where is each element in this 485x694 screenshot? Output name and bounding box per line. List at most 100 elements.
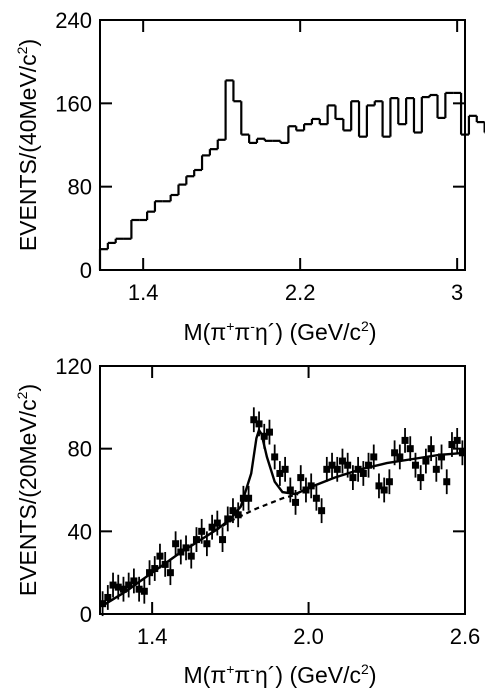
data-point	[187, 543, 195, 569]
data-point	[453, 428, 461, 453]
point-marker	[265, 428, 273, 436]
point-marker	[151, 565, 159, 573]
data-point	[234, 502, 242, 528]
scatter-x-tick-label: 2.0	[293, 624, 324, 649]
data-point	[260, 423, 268, 449]
point-marker	[239, 494, 247, 502]
point-marker	[411, 461, 419, 469]
scatter-y-tick-label: 120	[55, 354, 92, 379]
point-marker	[192, 536, 200, 544]
point-marker	[333, 465, 341, 473]
data-point	[302, 477, 310, 503]
data-point	[219, 527, 227, 552]
scatter-marks	[99, 407, 466, 617]
data-point	[271, 444, 279, 470]
data-point	[406, 436, 414, 462]
data-point	[438, 444, 446, 470]
data-point	[307, 473, 315, 499]
point-marker	[391, 449, 399, 457]
data-point	[239, 485, 247, 511]
data-point	[349, 465, 357, 490]
point-marker	[438, 453, 446, 461]
point-marker	[385, 478, 393, 486]
data-point	[422, 448, 430, 474]
histogram-y-tick-label: 80	[68, 175, 92, 200]
point-marker	[140, 587, 148, 595]
point-marker	[448, 441, 456, 449]
point-marker	[432, 465, 440, 473]
data-point	[192, 527, 200, 552]
data-point	[411, 452, 419, 478]
histogram-bars	[98, 79, 485, 270]
point-marker	[219, 536, 227, 544]
histogram-x-tick-label: 1.4	[128, 280, 159, 305]
data-point	[265, 419, 273, 445]
point-marker	[406, 445, 414, 453]
point-marker	[224, 515, 232, 523]
point-marker	[281, 465, 289, 473]
data-point	[318, 498, 326, 524]
point-marker	[380, 486, 388, 494]
data-point	[292, 490, 300, 515]
data-point	[177, 539, 185, 565]
point-marker	[365, 461, 373, 469]
point-marker	[260, 432, 268, 440]
scatter-y-tick-label: 0	[80, 602, 92, 627]
data-point	[245, 485, 253, 511]
data-point	[156, 543, 164, 569]
data-point	[417, 465, 425, 490]
data-point	[161, 552, 169, 577]
data-point	[281, 456, 289, 482]
scatter-panel: 1.4 2.0 2.6 0 40 80 120 EVENTS/(20MeV/c2) M(π+…	[14, 354, 480, 688]
data-point	[354, 456, 362, 482]
data-point	[135, 576, 143, 602]
point-marker	[344, 461, 352, 469]
point-marker	[198, 527, 206, 535]
data-point	[333, 456, 341, 482]
point-marker	[292, 498, 300, 506]
point-marker	[166, 569, 174, 577]
data-point	[401, 428, 409, 453]
data-point	[109, 572, 117, 598]
point-marker	[135, 585, 143, 593]
data-point	[385, 469, 393, 495]
point-marker	[396, 453, 404, 461]
data-point	[224, 506, 232, 532]
data-point	[370, 444, 378, 470]
point-marker	[125, 581, 133, 589]
data-point	[208, 514, 216, 540]
data-point	[458, 440, 466, 466]
point-marker	[312, 494, 320, 502]
data-point	[125, 572, 133, 598]
point-marker	[401, 436, 409, 444]
point-marker	[114, 583, 122, 591]
point-marker	[375, 482, 383, 490]
data-point	[114, 574, 122, 600]
scatter-x-tick-label: 1.4	[137, 624, 168, 649]
histogram-ticks	[100, 19, 465, 271]
data-point	[203, 531, 211, 557]
data-point	[182, 535, 190, 561]
point-marker	[458, 449, 466, 457]
histogram-y-tick-label: 240	[55, 8, 92, 33]
point-marker	[349, 474, 357, 482]
data-point	[375, 473, 383, 499]
data-point	[172, 531, 180, 557]
point-marker	[297, 474, 305, 482]
point-marker	[443, 478, 451, 486]
data-point	[151, 556, 159, 581]
histogram-frame	[99, 19, 466, 271]
data-point	[119, 576, 127, 602]
data-point	[99, 591, 107, 617]
point-marker	[417, 474, 425, 482]
point-marker	[104, 593, 112, 601]
point-marker	[354, 465, 362, 473]
data-point	[250, 407, 258, 433]
scatter-x-tick-label: 2.6	[450, 624, 481, 649]
point-marker	[213, 519, 221, 527]
data-point	[312, 485, 320, 511]
scatter-x-axis-title: M(π+π-η´) (GeV/c2)	[184, 661, 377, 688]
scatter-y-tick-label: 80	[68, 437, 92, 462]
histogram-x-tick-label: 2.2	[285, 280, 316, 305]
scatter-tick-labels: 1.4 2.0 2.6 0 40 80 120	[55, 354, 480, 649]
